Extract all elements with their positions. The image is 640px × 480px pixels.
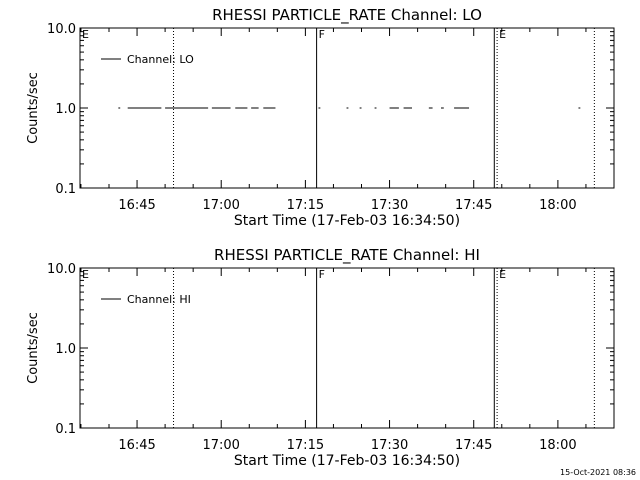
x-tick-label: 17:30 — [371, 198, 408, 213]
chart-panel-0: RHESSI PARTICLE_RATE Channel: LO 0.1 1.0 10… — [26, 6, 615, 229]
x-tick-label: 17:15 — [287, 198, 324, 213]
x-tick-label: 17:45 — [455, 198, 492, 213]
marker-label: E — [82, 28, 89, 41]
marker-label: F — [319, 28, 325, 41]
y-axis-label: Counts/sec — [26, 72, 41, 144]
y-tick-label: 0.1 — [55, 422, 76, 437]
x-tick-label: 18:00 — [539, 438, 576, 453]
chart-title: RHESSI PARTICLE_RATE Channel: LO — [212, 6, 482, 25]
x-tick-label: 18:00 — [539, 198, 576, 213]
x-tick-label: 17:30 — [371, 438, 408, 453]
y-tick-label: 1.0 — [55, 342, 76, 357]
footer-timestamp: 15-Oct-2021 08:36 — [560, 468, 636, 477]
x-tick-label: 16:45 — [118, 198, 155, 213]
x-axis-label: Start Time (17-Feb-03 16:34:50) — [234, 453, 460, 469]
marker-label: E — [499, 268, 506, 281]
chart-panel-1: RHESSI PARTICLE_RATE Channel: HI 0.1 1.0 10… — [26, 246, 615, 469]
x-tick-label: 16:45 — [118, 438, 155, 453]
chart-title: RHESSI PARTICLE_RATE Channel: HI — [214, 246, 480, 265]
chart-panels: RHESSI PARTICLE_RATE Channel: LO 0.1 1.0 10… — [26, 6, 615, 469]
y-tick-label: 10.0 — [47, 262, 76, 277]
x-tick-label: 17:00 — [202, 198, 239, 213]
x-tick-label: 17:00 — [202, 438, 239, 453]
x-tick-label: 17:45 — [455, 438, 492, 453]
x-axis-label: Start Time (17-Feb-03 16:34:50) — [234, 213, 460, 229]
x-tick-label: 17:15 — [287, 438, 324, 453]
y-tick-label: 10.0 — [47, 22, 76, 37]
legend-label: Channel: LO — [127, 53, 194, 66]
y-axis-label: Counts/sec — [26, 312, 41, 384]
marker-label: E — [499, 28, 506, 41]
y-tick-label: 0.1 — [55, 182, 76, 197]
y-tick-label: 1.0 — [55, 102, 76, 117]
marker-label: F — [319, 268, 325, 281]
legend-label: Channel: HI — [127, 293, 191, 306]
marker-label: E — [82, 268, 89, 281]
